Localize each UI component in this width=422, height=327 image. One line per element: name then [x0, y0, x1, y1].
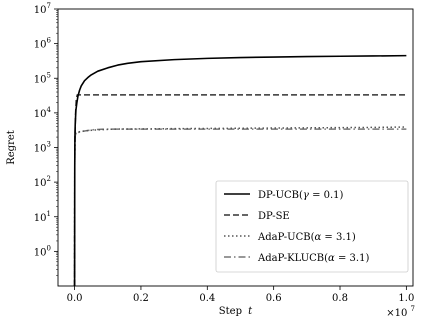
legend-items: DP-UCB(γ = 0.1) DP-SE AdaP-UCB(α = 3.1) Ada…: [224, 190, 369, 264]
y-axis-label: Regret: [6, 130, 17, 165]
x-axis-multiplier: ×10 7: [386, 305, 415, 319]
legend-label: DP-SE: [258, 211, 290, 222]
x-tick-label: 0.0: [67, 293, 83, 304]
y-tick-label: 106: [34, 37, 52, 51]
y-tick-label: 107: [34, 2, 51, 16]
legend: DP-UCB(γ = 0.1) DP-SE AdaP-UCB(α = 3.1) Ada…: [215, 180, 409, 273]
x-axis-label: Step t: [219, 306, 253, 317]
x-axis-multiplier-exponent: 7: [411, 305, 415, 313]
x-axis-multiplier-base: ×10: [386, 308, 407, 319]
series-line: [73, 54, 407, 286]
y-tick-label: 100: [34, 244, 51, 258]
x-axis-ticks: 0.0 0.2 0.4 0.6 0.8 1.0: [67, 286, 414, 304]
y-tick-label: 102: [34, 175, 51, 189]
y-tick-label: 105: [34, 71, 51, 85]
x-axis-label-text: Step: [219, 306, 242, 317]
y-tick-label: 104: [34, 106, 52, 120]
x-tick-label: 1.0: [398, 293, 414, 304]
x-axis-label-variable: t: [248, 306, 253, 317]
legend-box: [215, 180, 409, 273]
legend-label: AdaP-UCB(α = 3.1): [257, 232, 356, 243]
x-tick-label: 0.2: [133, 293, 149, 304]
plot-lines: [73, 54, 407, 286]
x-tick-label: 0.6: [266, 293, 282, 304]
x-tick-label: 0.4: [199, 293, 215, 304]
y-axis-ticks: 100 101 102 103 104 105 106 107: [34, 2, 58, 276]
y-tick-label: 103: [34, 141, 51, 155]
x-tick-label: 0.8: [332, 293, 348, 304]
legend-label: DP-UCB(γ = 0.1): [258, 190, 344, 201]
legend-label: AdaP-KLUCB(α = 3.1): [257, 253, 369, 264]
y-tick-label: 101: [34, 210, 51, 224]
